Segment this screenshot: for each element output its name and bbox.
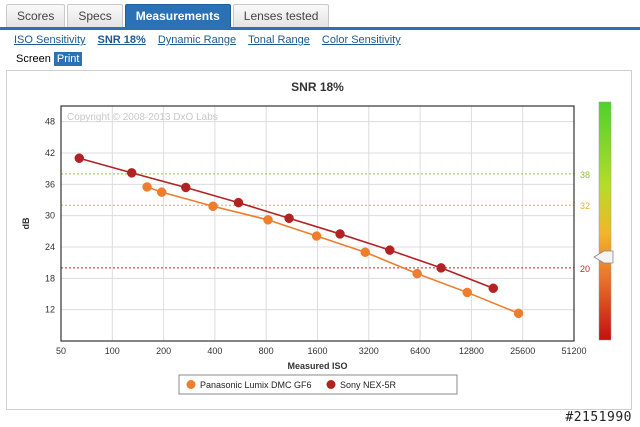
tab-scores[interactable]: Scores: [6, 4, 66, 27]
data-point: [233, 197, 244, 208]
reference-line-label: 38: [580, 170, 590, 180]
data-point: [284, 213, 294, 224]
mode-print-button[interactable]: Print: [53, 52, 83, 66]
y-tick-label: 42: [45, 148, 55, 158]
mode-screen-button[interactable]: Screen: [16, 53, 51, 65]
color-scale-marker: [593, 250, 614, 264]
reference-line-label: 20: [580, 264, 590, 274]
x-tick-label: 12800: [459, 346, 484, 356]
tab-measurements[interactable]: Measurements: [124, 4, 231, 27]
subnav-link-tonal-range[interactable]: Tonal Range: [248, 34, 310, 46]
y-tick-label: 24: [45, 242, 55, 252]
legend-marker: [186, 380, 196, 389]
chart-panel: SNR 18% 38 32 20 Copyright © 2008-2013 DxO L…: [6, 70, 632, 410]
color-scale-bar: [598, 101, 612, 341]
x-tick-label: 6400: [410, 346, 430, 356]
data-point: [263, 215, 273, 225]
x-tick-label: 100: [105, 346, 120, 356]
image-id-label: #2151990: [565, 410, 632, 425]
tab-specs[interactable]: Specs: [67, 4, 123, 27]
x-axis-label: Measured ISO: [287, 361, 347, 371]
data-point: [156, 187, 167, 197]
data-point: [436, 263, 446, 273]
x-tick-label: 400: [207, 346, 222, 356]
data-point: [126, 168, 137, 178]
data-point: [74, 153, 85, 163]
y-tick-label: 18: [45, 273, 55, 283]
x-tick-label: 3200: [359, 346, 379, 356]
data-point: [462, 287, 472, 298]
data-point: [335, 229, 345, 239]
data-point: [208, 201, 218, 212]
data-point: [181, 182, 191, 193]
tab-underline: [0, 27, 640, 30]
x-tick-label: 1600: [307, 346, 327, 356]
y-tick-label: 48: [45, 117, 55, 127]
legend-marker: [326, 380, 336, 389]
data-point: [311, 231, 322, 241]
tab-lenses-tested[interactable]: Lenses tested: [232, 4, 330, 27]
legend-label: Sony NEX-5R: [340, 380, 397, 390]
subnav-link-color-sensitivity[interactable]: Color Sensitivity: [321, 34, 401, 46]
legend-label: Panasonic Lumix DMC GF6: [200, 380, 312, 390]
chart-copyright: Copyright © 2008-2013 DxO Labs: [67, 112, 218, 123]
data-point: [385, 245, 395, 255]
data-point: [513, 308, 524, 319]
subnav-link-snr-18-[interactable]: SNR 18%: [97, 34, 146, 46]
data-point: [360, 247, 370, 257]
y-axis-label: dB: [21, 217, 31, 229]
x-tick-label: 800: [259, 346, 274, 356]
x-tick-label: 50: [56, 346, 66, 356]
display-mode-toggle: Screen Print: [13, 52, 83, 66]
y-tick-label: 12: [45, 305, 55, 315]
x-tick-label: 25600: [510, 346, 535, 356]
x-tick-label: 200: [156, 346, 171, 356]
data-point: [142, 182, 152, 192]
data-point: [412, 268, 422, 279]
subnav-link-iso-sensitivity[interactable]: ISO Sensitivity: [14, 34, 86, 46]
x-tick-label: 51200: [561, 346, 586, 356]
reference-line-label: 32: [580, 201, 590, 211]
subnav-link-dynamic-range[interactable]: Dynamic Range: [157, 34, 237, 46]
measurement-subnav: ISO Sensitivity SNR 18% Dynamic Range Tonal…: [14, 34, 413, 46]
y-tick-label: 36: [45, 179, 55, 189]
data-point: [488, 283, 499, 294]
y-tick-label: 30: [45, 211, 55, 221]
snr-chart: SNR 18% 38 32 20 Copyright © 2008-2013 DxO L…: [21, 80, 614, 395]
chart-legend: [178, 374, 458, 395]
plot-border: [60, 105, 575, 342]
chart-title: SNR 18%: [291, 80, 344, 94]
main-tabs: Scores Specs Measurements Lenses tested: [6, 4, 331, 27]
